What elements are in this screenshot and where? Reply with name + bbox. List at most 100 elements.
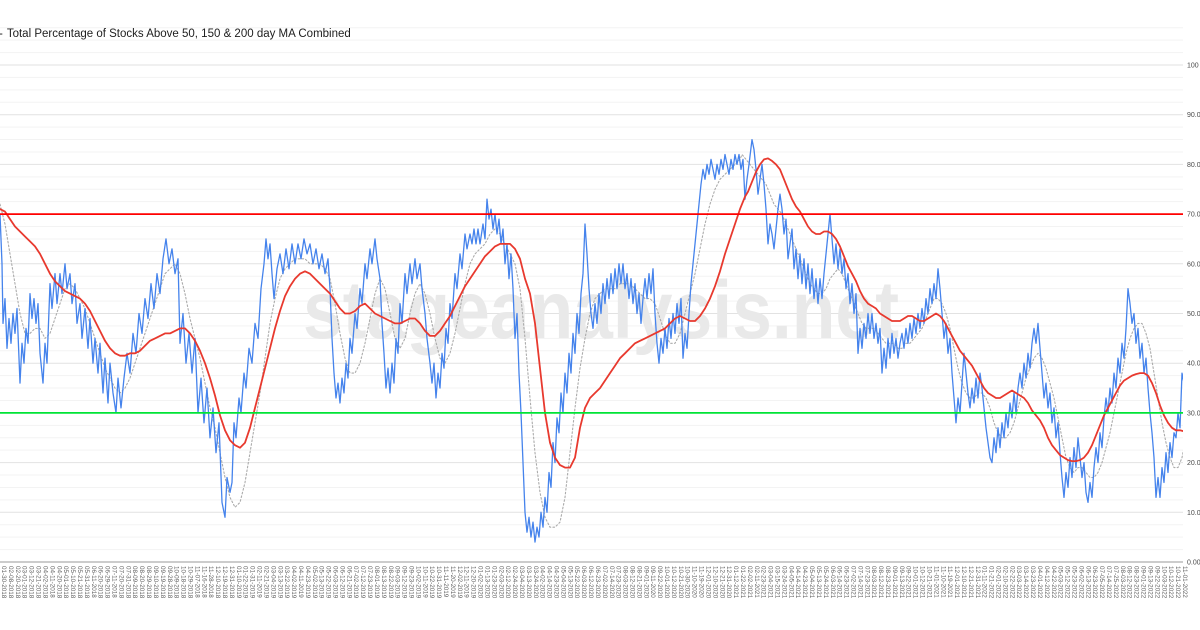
x-axis-label: 10-21-2021 <box>925 566 932 599</box>
x-axis-label: 01-10-2019 <box>235 566 242 599</box>
x-axis-label: 03-24-2020 <box>532 566 539 599</box>
x-axis-label: 05-02-2019 <box>311 566 318 599</box>
x-axis-label: 10-22-2019 <box>428 566 435 599</box>
y-axis-label: 20.0 <box>1187 460 1200 467</box>
x-axis-label: 07-02-2020 <box>601 566 608 599</box>
x-axis-label: 11-20-2019 <box>449 566 456 598</box>
x-axis-label: 05-12-2022 <box>1064 566 1071 599</box>
x-axis-label: 06-23-2020 <box>594 566 601 599</box>
x-axis-label: 03-21-2018 <box>35 566 42 599</box>
x-axis-label: 09-28-2018 <box>166 566 173 599</box>
x-axis-label: 04-02-2018 <box>41 566 48 599</box>
x-axis-label: 01-12-2021 <box>732 566 739 599</box>
x-axis-label: 11-19-2020 <box>698 566 705 598</box>
x-axis-label: 02-24-2020 <box>511 566 518 599</box>
x-axis-label: 05-22-2020 <box>573 566 580 599</box>
x-axis-label: 12-31-2021 <box>974 566 981 599</box>
x-axis-label: 03-01-2018 <box>21 566 28 599</box>
x-axis-label: 07-25-2022 <box>1112 566 1119 599</box>
x-axis-label: 09-22-2021 <box>905 566 912 599</box>
x-axis-label: 06-03-2021 <box>829 566 836 599</box>
minor-gridlines <box>0 27 1183 551</box>
x-axis-label: 06-12-2020 <box>587 566 594 599</box>
x-axis-label: 12-21-2020 <box>718 566 725 599</box>
x-axis-label: 05-31-2018 <box>83 566 90 599</box>
x-axis-label: 10-31-2019 <box>435 566 442 599</box>
x-axis-label: 10-11-2019 <box>421 566 428 598</box>
x-axis-label: 06-21-2019 <box>345 566 352 599</box>
x-axis-label: 08-22-2019 <box>387 566 394 599</box>
x-axis-label: 12-02-2019 <box>456 566 463 599</box>
x-axis-label: 11-19-2021 <box>946 566 953 598</box>
x-axis-label: 02-20-2018 <box>14 566 21 599</box>
x-axis-label: 03-22-2019 <box>283 566 290 599</box>
x-axis-label: 08-03-2021 <box>870 566 877 599</box>
x-axis-label: 03-13-2020 <box>525 566 532 599</box>
x-axis-label: 01-21-2022 <box>988 566 995 599</box>
x-axis-label: 11-10-2020 <box>691 566 698 598</box>
x-axis-label: 04-14-2020 <box>546 566 553 599</box>
page-title: Total Percentage of Stocks Above 50, 150… <box>6 28 351 40</box>
y-axis-label: 0.00 <box>1187 560 1200 567</box>
x-axis-label: 05-13-2021 <box>815 566 822 599</box>
x-axis-label: 09-22-2020 <box>656 566 663 599</box>
x-axis-label: 10-12-2021 <box>919 566 926 599</box>
x-axis-label: 02-22-2022 <box>1008 566 1015 599</box>
x-axis-label: 04-12-2022 <box>1043 566 1050 599</box>
x-axis-label: 12-10-2020 <box>711 566 718 599</box>
x-axis-label: 05-22-2019 <box>325 566 332 599</box>
x-axis-label: 08-12-2020 <box>628 566 635 599</box>
x-axis-label: 04-11-2019 <box>297 566 304 598</box>
x-axis-label: 12-20-2019 <box>470 566 477 599</box>
x-axis-label: 02-01-2022 <box>995 566 1002 599</box>
x-axis-label: 11-10-2021 <box>939 566 946 598</box>
x-axis-label: 09-01-2020 <box>642 566 649 599</box>
x-axis-label: 04-05-2021 <box>787 566 794 599</box>
x-axis-label: 10-12-2020 <box>670 566 677 599</box>
x-axis-label: 12-10-2021 <box>960 566 967 599</box>
x-axis-label: 11-01-2022 <box>1181 566 1188 598</box>
x-axis-label: 07-02-2021 <box>849 566 856 599</box>
y-axis-labels: 0.00 10.0 20.0 30.0 40.0 50.0 60.0 70.0 80.0 90.0… <box>1187 63 1200 567</box>
x-axis-label: 08-03-2020 <box>622 566 629 599</box>
x-axis-label: 08-12-2022 <box>1126 566 1133 599</box>
x-axis-label: 08-20-2018 <box>138 566 145 599</box>
x-axis-label: 09-03-2019 <box>394 566 401 599</box>
x-axis-label: 07-23-2020 <box>615 566 622 599</box>
x-axis-label: 09-11-2020 <box>649 566 656 598</box>
x-axis-label: 07-14-2021 <box>856 566 863 599</box>
x-axis-label: 05-24-2021 <box>822 566 829 599</box>
x-axis-label: 01-31-2019 <box>249 566 256 599</box>
x-axis-label: 09-12-2019 <box>401 566 408 599</box>
x-axis-label: 12-31-2018 <box>228 566 235 599</box>
x-axis-label: 10-30-2020 <box>684 566 691 599</box>
x-axis-label: 06-03-2019 <box>332 566 339 599</box>
x-axis-label: 09-23-2019 <box>407 566 414 599</box>
x-axis-label: 01-13-2020 <box>483 566 490 599</box>
x-axis-label: 07-05-2022 <box>1098 566 1105 599</box>
x-axis-label: 10-02-2019 <box>414 566 421 599</box>
x-axis-label: 04-01-2022 <box>1036 566 1043 599</box>
x-axis-label: 07-11-2018 <box>111 566 118 598</box>
x-axis-label: 08-09-2018 <box>131 566 138 599</box>
x-axis-label: 09-13-2022 <box>1146 566 1153 599</box>
x-axis-label: 07-02-2019 <box>352 566 359 599</box>
x-axis-label: 10-12-2022 <box>1167 566 1174 599</box>
x-axis-label: 06-23-2022 <box>1091 566 1098 599</box>
x-axis-label: 10-01-2021 <box>912 566 919 599</box>
x-axis-labels: 01-30-2018 02-08-2018 02-20-2018 03-01-2018… <box>0 566 1188 599</box>
y-axis-label: 10.0 <box>1187 510 1200 517</box>
x-axis-label: 12-19-2018 <box>221 566 228 599</box>
x-axis-label: 09-19-2018 <box>159 566 166 599</box>
x-axis-label: 03-23-2022 <box>1029 566 1036 599</box>
x-axis-label: 04-23-2020 <box>553 566 560 599</box>
x-axis-label: 09-01-2021 <box>891 566 898 599</box>
x-axis-label: 05-13-2019 <box>318 566 325 599</box>
x-axis-label: 02-23-2021 <box>760 566 767 599</box>
x-axis-label: 05-01-2018 <box>62 566 69 599</box>
x-axis-label: 11-16-2018 <box>200 566 207 598</box>
x-axis-label: 04-11-2018 <box>48 566 55 598</box>
x-axis-label: 11-07-2018 <box>193 566 200 598</box>
x-axis-label: 10-03-2022 <box>1160 566 1167 599</box>
x-axis-label: 03-04-2021 <box>767 566 774 599</box>
